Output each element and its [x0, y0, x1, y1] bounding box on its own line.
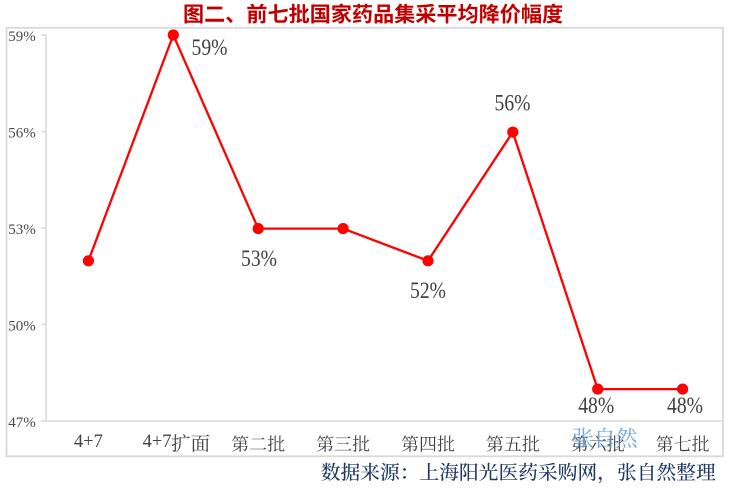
svg-text:4+7: 4+7	[74, 432, 103, 452]
svg-text:56%: 56%	[495, 91, 531, 116]
svg-text:4+7: 4+7	[143, 432, 172, 452]
svg-text:48%: 48%	[578, 393, 614, 418]
svg-text:59%: 59%	[8, 29, 36, 45]
svg-text:52%: 52%	[410, 278, 446, 303]
svg-text:56%: 56%	[8, 125, 36, 141]
svg-text:48%: 48%	[667, 393, 703, 418]
svg-text:59%: 59%	[192, 35, 228, 60]
svg-text:53%: 53%	[241, 246, 277, 271]
svg-text:53%: 53%	[8, 222, 36, 238]
svg-text:50%: 50%	[8, 318, 36, 334]
svg-text:47%: 47%	[8, 415, 36, 431]
